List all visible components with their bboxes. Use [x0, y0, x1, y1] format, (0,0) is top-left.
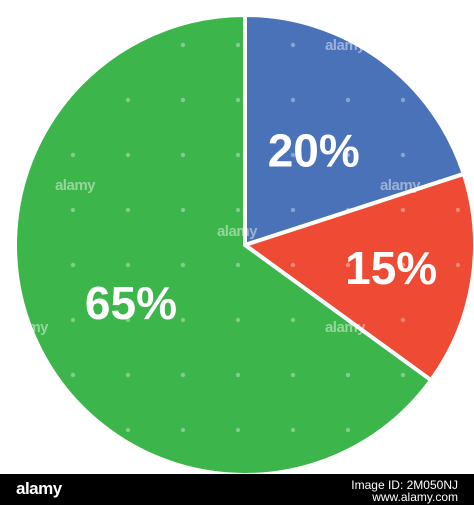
watermark-dot: [70, 372, 76, 378]
watermark-dot: [400, 207, 406, 213]
pie-slice-0: [243, 13, 466, 247]
watermark-dot: [180, 207, 186, 213]
watermark-dot: [70, 207, 76, 213]
watermark-dot: [345, 152, 351, 158]
watermark-dot: [455, 262, 461, 268]
watermark-dot: [235, 97, 241, 103]
watermark-dot: [400, 317, 406, 323]
watermark-dot: [345, 372, 351, 378]
pie-chart: alamy alamy alamy alamy alamy alamy 20% 15% 65%: [8, 13, 474, 474]
watermark-dot: [345, 207, 351, 213]
watermark-dot: [125, 317, 131, 323]
watermark-dot: [235, 42, 241, 48]
watermark-dot: [345, 97, 351, 103]
watermark-dot: [290, 317, 296, 323]
watermark-dot: [180, 317, 186, 323]
watermark-dot: [180, 427, 186, 433]
watermark-dot: [235, 262, 241, 268]
watermark-dot: [290, 42, 296, 48]
watermark-dot: [345, 427, 351, 433]
watermark-dot: [125, 152, 131, 158]
watermark-dot: [400, 262, 406, 268]
slice-labels: 20% 15% 65%: [85, 124, 437, 329]
pie-slices: [13, 13, 474, 474]
watermark-dot: [125, 427, 131, 433]
watermark-text: alamy: [8, 319, 49, 336]
watermark-dot: [180, 152, 186, 158]
slice-label-2: 65%: [85, 277, 177, 329]
pie-slice-2: [13, 13, 434, 474]
watermark-dot: [400, 372, 406, 378]
watermark-dot: [345, 317, 351, 323]
watermark-dot: [290, 207, 296, 213]
watermark-layer: alamy alamy alamy alamy alamy alamy: [8, 37, 422, 336]
image-id-text: Image ID: 2M050NJ: [351, 478, 458, 492]
pie-slice-1: [243, 171, 474, 383]
watermark-dot: [290, 262, 296, 268]
footer-image-id: Image ID: 2M050NJ www.alamy.com: [351, 479, 458, 503]
watermark-dot: [70, 152, 76, 158]
watermark-dot: [400, 152, 406, 158]
watermark-text: alamy: [217, 223, 258, 240]
watermark-dot: [70, 262, 76, 268]
watermark-dot: [235, 152, 241, 158]
watermark-dot: [125, 262, 131, 268]
watermark-dot: [125, 207, 131, 213]
watermark-dot: [235, 207, 241, 213]
watermark-dot: [290, 152, 296, 158]
site-url-text: www.alamy.com: [372, 490, 458, 504]
watermark-dot: [235, 317, 241, 323]
watermark-dot: [290, 97, 296, 103]
watermark-dot: [180, 372, 186, 378]
watermark-dot: [180, 97, 186, 103]
watermark-text: alamy: [325, 37, 366, 54]
watermark-dot: [455, 207, 461, 213]
watermark-dot: [235, 372, 241, 378]
footer-bar: alamy Image ID: 2M050NJ www.alamy.com: [0, 474, 474, 505]
watermark-dot: [290, 372, 296, 378]
watermark-text: alamy: [55, 177, 96, 194]
watermark-dot: [180, 262, 186, 268]
watermark-dot: [70, 317, 76, 323]
watermark-dot: [345, 262, 351, 268]
watermark-dot: [125, 372, 131, 378]
slice-label-0: 20%: [268, 124, 360, 176]
watermark-dot: [180, 42, 186, 48]
slice-label-1: 15%: [345, 242, 437, 294]
watermark-dot: [235, 427, 241, 433]
watermark-dots: [70, 42, 461, 433]
watermark-dot: [125, 97, 131, 103]
watermark-dot: [290, 427, 296, 433]
watermark-dot: [400, 97, 406, 103]
footer-logo: alamy: [16, 479, 62, 498]
watermark-text: alamy: [380, 177, 421, 194]
watermark-text: alamy: [325, 319, 366, 336]
